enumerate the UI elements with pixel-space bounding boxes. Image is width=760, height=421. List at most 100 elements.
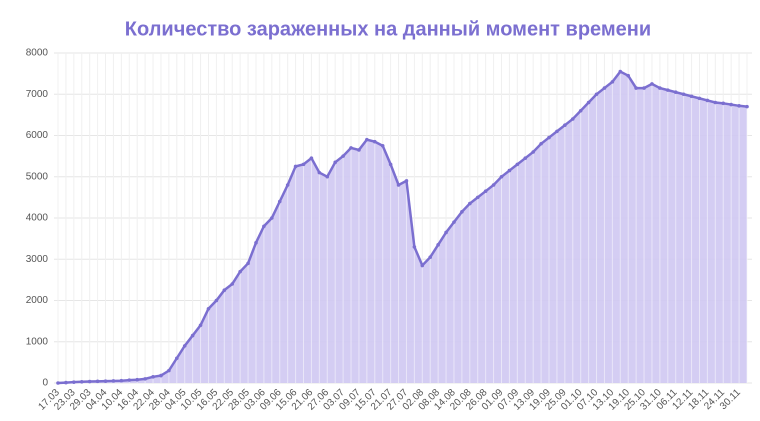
point [650,82,654,86]
point [570,117,575,121]
y-tick-label: 2000 [26,295,49,306]
point [182,344,187,348]
point [317,170,322,175]
point [396,183,401,187]
point [428,255,433,259]
point [167,368,171,373]
point [127,378,132,382]
point [111,379,116,383]
point [586,100,591,105]
point [159,373,163,378]
point [626,73,631,78]
point [642,86,646,90]
point [103,379,108,383]
y-tick-label: 5000 [26,171,49,182]
point [270,216,274,220]
point [578,108,583,113]
point [87,379,92,384]
y-tick-label: 0 [42,378,48,389]
point [602,86,607,90]
point [737,104,741,108]
point [452,220,456,224]
point [230,282,235,286]
point [491,183,496,187]
point [301,162,306,167]
point [444,230,448,235]
point [745,104,749,109]
point [404,179,409,183]
point [380,144,385,148]
point [119,378,124,383]
point [254,240,258,245]
point [333,160,337,165]
point [79,379,84,384]
y-tick-label: 7000 [26,89,49,100]
point [523,156,528,160]
point [293,164,298,169]
point [531,150,535,154]
y-tick-label: 4000 [26,213,49,224]
point [594,92,599,97]
point [357,148,361,152]
point [412,245,417,249]
point [547,135,551,140]
point [341,154,345,158]
point [388,162,393,167]
point [325,174,330,179]
point [610,80,615,84]
point [499,174,504,179]
point [563,123,567,127]
point [285,183,290,187]
point [174,356,179,361]
point [436,243,440,247]
point [460,210,464,214]
point [697,96,702,101]
point [634,86,638,90]
point [277,199,282,204]
area [58,71,747,383]
point [468,201,472,206]
y-tick-label: 1000 [26,336,49,347]
point [135,377,139,382]
point [555,129,559,134]
point [515,162,520,167]
point [618,69,623,74]
point [309,156,314,160]
point [681,92,686,97]
point [713,100,718,105]
point [214,298,219,303]
point [365,137,369,142]
point [721,101,726,106]
point [729,102,733,107]
point [475,195,480,200]
point [151,375,155,379]
point [262,224,266,229]
y-tick-label: 6000 [26,130,49,141]
point [206,306,211,311]
point [420,263,425,268]
point [143,377,147,381]
point [190,333,195,338]
point [539,141,543,146]
point [673,90,678,94]
point [56,381,60,385]
point [238,269,242,274]
point [198,323,203,328]
point [72,380,76,384]
point [246,261,250,266]
point [658,86,662,90]
point [349,146,353,150]
point [689,94,694,99]
point [507,168,512,173]
point [705,98,710,103]
point [666,88,670,92]
point [95,379,100,384]
line [57,69,748,385]
y-tick-label: 8000 [26,48,49,59]
point [483,189,488,193]
point [64,380,68,385]
point [372,139,377,144]
point [222,288,227,292]
chart-title: Количество зараженных на данный момент в… [125,18,651,40]
